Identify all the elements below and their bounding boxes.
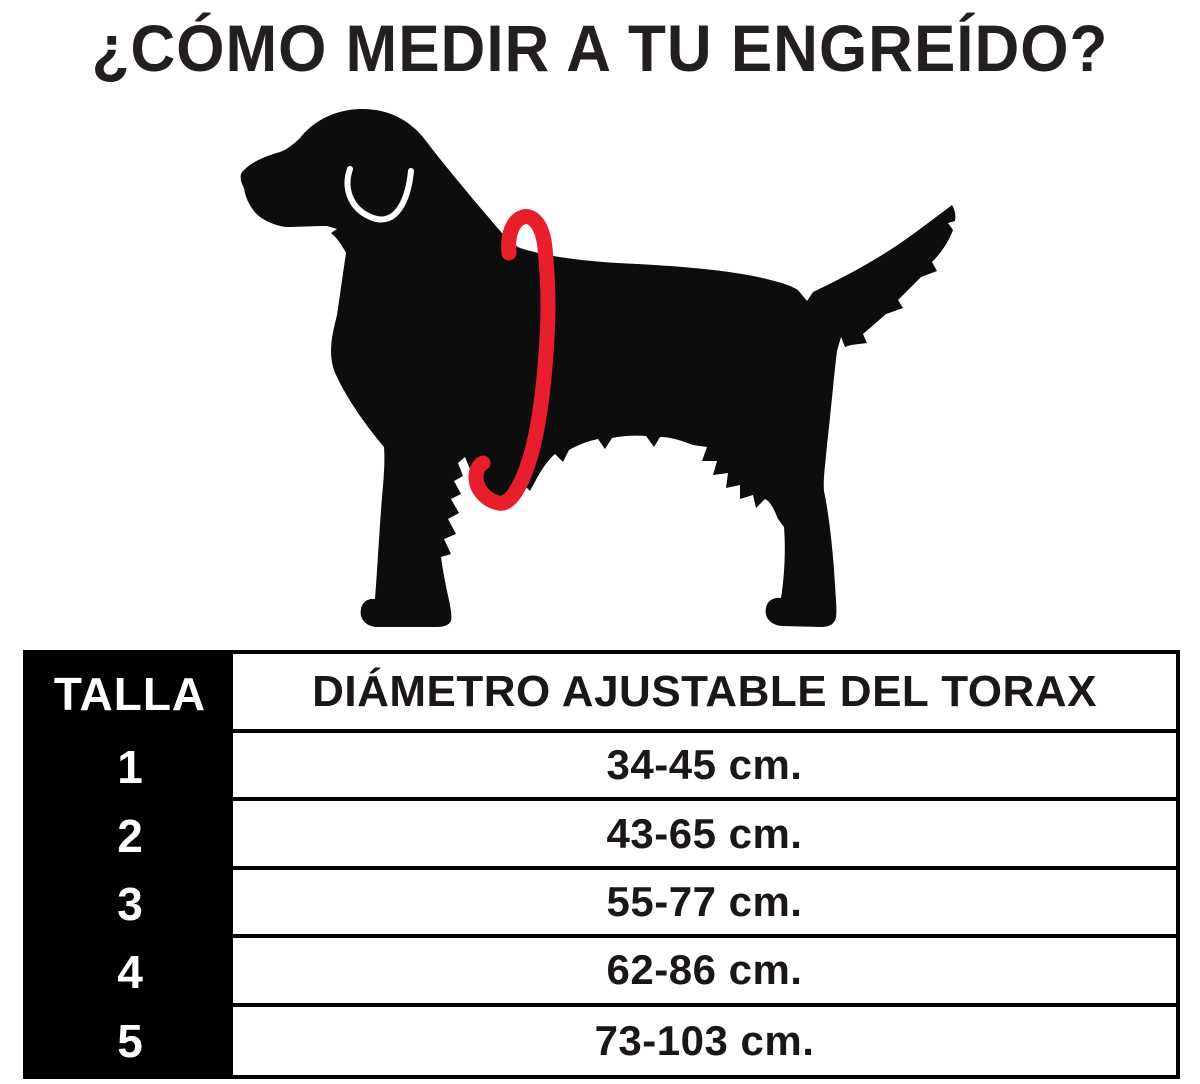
range-cell: 34-45 cm.	[233, 733, 1176, 802]
table-header-measurement: DIÁMETRO AJUSTABLE DEL TORAX	[233, 654, 1176, 733]
table-row: 2 43-65 cm.	[27, 801, 1176, 870]
table-row: 1 34-45 cm.	[27, 733, 1176, 802]
dog-figure-svg	[240, 109, 956, 627]
range-cell: 62-86 cm.	[233, 938, 1176, 1007]
table-row: 5 73-103 cm.	[27, 1006, 1176, 1076]
table-header-row: TALLA DIÁMETRO AJUSTABLE DEL TORAX	[27, 654, 1176, 733]
range-cell: 73-103 cm.	[233, 1006, 1176, 1076]
table-row: 4 62-86 cm.	[27, 938, 1176, 1007]
size-cell: 4	[27, 938, 233, 1007]
dog-measurement-figure	[110, 95, 1010, 640]
size-chart-table: TALLA DIÁMETRO AJUSTABLE DEL TORAX 1 34-…	[23, 650, 1180, 1079]
size-cell: 2	[27, 801, 233, 870]
size-cell: 3	[27, 869, 233, 939]
size-cell: 1	[27, 733, 233, 802]
range-cell: 43-65 cm.	[233, 801, 1176, 870]
table-row: 3 55-77 cm.	[27, 869, 1176, 939]
range-cell: 55-77 cm.	[233, 869, 1176, 939]
page-title: ¿CÓMO MEDIR A TU ENGREÍDO?	[91, 12, 1109, 86]
size-cell: 5	[27, 1006, 233, 1076]
table-header-size: TALLA	[27, 654, 233, 733]
ear-highlight	[344, 166, 414, 223]
measuring-tape-icon	[468, 209, 556, 511]
dog-silhouette	[240, 109, 956, 627]
